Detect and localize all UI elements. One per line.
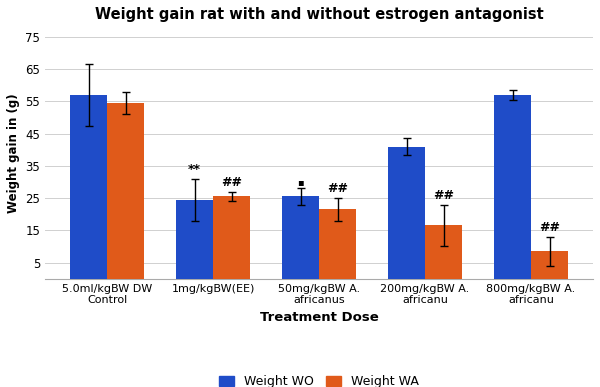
Title: Weight gain rat with and without estrogen antagonist: Weight gain rat with and without estroge… (95, 7, 544, 22)
Legend: Weight WO, Weight WA: Weight WO, Weight WA (214, 370, 424, 387)
Bar (425, 226, 462, 279)
Bar (70, 95, 107, 279)
Text: ##: ## (221, 176, 242, 189)
Bar (319, 209, 356, 279)
Bar (531, 251, 568, 279)
Bar (494, 95, 531, 279)
Bar (388, 147, 425, 279)
Bar (107, 103, 145, 279)
Text: ##: ## (327, 183, 348, 195)
Text: ▪: ▪ (297, 177, 304, 187)
Text: ##: ## (539, 221, 560, 234)
Bar (282, 197, 319, 279)
Bar (213, 197, 250, 279)
Text: ##: ## (433, 189, 454, 202)
Text: **: ** (188, 163, 201, 176)
Y-axis label: Weight gain in (g): Weight gain in (g) (7, 93, 20, 213)
Bar (176, 200, 213, 279)
X-axis label: Treatment Dose: Treatment Dose (260, 311, 379, 324)
